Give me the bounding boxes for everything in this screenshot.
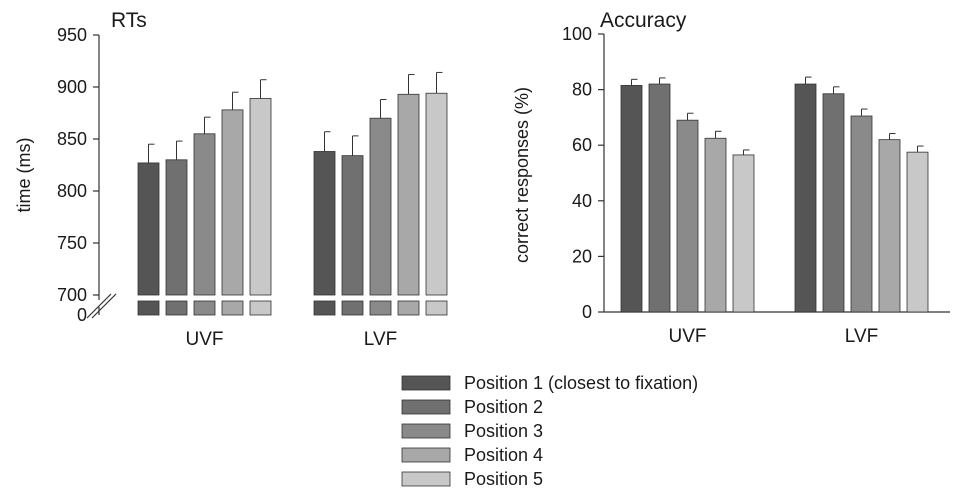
bar-base [369,300,392,316]
legend-swatch [401,399,451,415]
y-tick-label: 900 [57,77,87,97]
bar-base [425,300,448,316]
bar [165,159,188,296]
y-tick-label: 750 [57,233,87,253]
legend-swatch [401,375,451,391]
bar [620,85,643,313]
bar-base [397,300,420,316]
bar [397,93,420,296]
y-tick-label: 60 [572,135,592,155]
bar [822,93,845,313]
y-tick-label: 950 [57,25,87,45]
y-tick-label: 100 [562,24,592,44]
legend-swatch [401,471,451,487]
y-tick-label: 700 [57,285,87,305]
y-axis-label: correct responses (%) [512,87,532,263]
bar [221,109,244,296]
bar [313,151,336,296]
bar-base [193,300,216,316]
bar [676,119,699,313]
y-tick-label: 20 [572,246,592,266]
legend-swatch [401,423,451,439]
bar [369,117,392,296]
legend: Position 1 (closest to fixation) Position… [401,373,698,489]
legend-label: Position 2 [464,397,543,417]
accuracy-chart: Accuracy correct responses (%) 0 20 40 60 80 10… [512,9,950,347]
bar [732,154,755,313]
legend-label: Position 5 [464,469,543,489]
y-tick-label: 0 [77,305,87,325]
y-tick-label: 80 [572,80,592,100]
y-tick-label: 0 [582,302,592,322]
bar [794,83,817,313]
bar-base [249,300,272,316]
legend-label: Position 1 (closest to fixation) [464,373,698,393]
bar-base [221,300,244,316]
axis-break-mark [91,293,117,319]
bar [906,151,929,313]
bar-base [165,300,188,316]
bar [850,115,873,313]
bar [648,83,671,313]
bar [193,133,216,296]
bar-base [313,300,336,316]
x-category-label: LVF [845,326,878,347]
axis-break-mark [86,293,112,319]
x-category-label: UVF [669,326,707,347]
y-axis-label: time (ms) [14,138,34,213]
bar-base [341,300,364,316]
bar [425,92,448,296]
chart-title: Accuracy [600,9,687,32]
bar [704,137,727,313]
legend-label: Position 3 [464,421,543,441]
bar-base [137,300,160,316]
bar [341,155,364,296]
chart-title: RTs [111,9,147,32]
legend-label: Position 4 [464,445,543,465]
y-tick-label: 40 [572,191,592,211]
legend-swatch [401,447,451,463]
x-category-label: LVF [364,329,397,350]
bar [249,98,272,296]
y-tick-label: 800 [57,181,87,201]
bar [137,162,160,296]
x-category-label: UVF [186,329,224,350]
bar [878,139,901,313]
y-tick-label: 850 [57,129,87,149]
